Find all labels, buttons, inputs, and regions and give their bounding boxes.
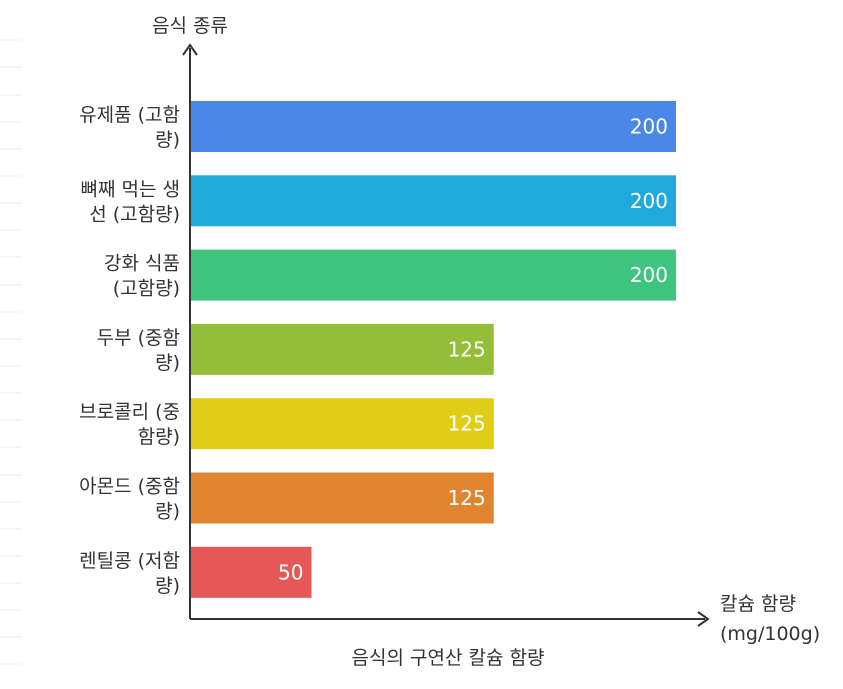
background-lines [0,39,22,665]
category-label: 강화 식품 (고함량) [104,253,180,300]
bar [190,175,676,227]
bar-value-label: 200 [630,263,668,287]
bar [190,546,312,598]
bar-value-label: 125 [448,337,486,361]
bar [190,249,676,301]
category-label: 렌틸콩 (저함 량) [79,550,180,597]
y-axis-title: 음식 종류 [152,15,228,37]
category-label: 브로콜리 (중 함량) [79,401,180,448]
bar [190,472,494,524]
category-label: 두부 (중함 량) [97,327,180,374]
bar [190,323,494,375]
bar [190,101,676,152]
bar-value-label: 125 [448,486,486,510]
bar [190,398,494,450]
bar-value-label: 200 [630,115,668,139]
bar-group: 200 200 200 125 125 125 50 [190,101,676,598]
x-axis-arrow [697,611,710,627]
bar-value-label: 125 [448,412,486,436]
category-label: 아몬드 (중함 량) [79,476,180,523]
x-axis-title-line-2: (mg/100g) [720,623,820,645]
bar-value-label: 200 [630,189,668,213]
x-axis-title-line-1: 칼슘 함량 [720,593,796,615]
y-axis-arrow [182,43,198,56]
chart-title: 음식의 구연산 칼슘 함량 [352,647,545,669]
category-label: 유제품 (고함 량) [79,104,180,151]
bar-value-label: 50 [278,560,303,584]
